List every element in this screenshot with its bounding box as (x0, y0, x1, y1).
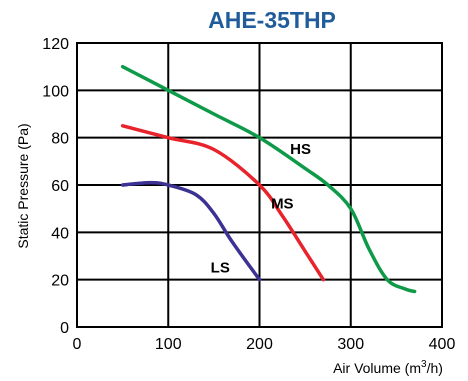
x-tick-label: 100 (155, 336, 182, 353)
y-tick-label: 60 (51, 178, 69, 195)
x-tick-label: 200 (246, 336, 273, 353)
y-axis-label: Static Pressure (Pa) (15, 123, 31, 248)
series-line-hs (120, 64, 417, 294)
plot-frame (76, 42, 443, 328)
y-tick-label: 100 (42, 83, 69, 100)
series-line-ms (120, 124, 326, 282)
series-line-ls (120, 180, 262, 282)
series-label-hs: HS (290, 141, 311, 158)
y-tick-label: 40 (51, 225, 69, 242)
series-group (120, 64, 417, 294)
x-axis-label-end: /h) (427, 360, 443, 376)
x-axis-label-base: Air Volume (m (333, 360, 421, 376)
chart-title: AHE-35THP (208, 7, 336, 33)
x-tick-label: 400 (429, 336, 456, 353)
series-labels: HS MS LS (211, 141, 311, 276)
series-label-ls: LS (211, 260, 230, 277)
x-axis-label: Air Volume (m3/h) (333, 359, 443, 376)
y-tick-label: 120 (42, 36, 69, 53)
x-tick-labels: 0 100 200 300 400 (73, 336, 456, 353)
x-tick-label: 0 (73, 336, 82, 353)
series-label-ms: MS (271, 196, 294, 213)
y-tick-labels: 0 20 40 60 80 100 120 (42, 36, 69, 337)
y-tick-label: 0 (60, 320, 69, 337)
x-tick-label: 300 (337, 336, 364, 353)
y-tick-label: 80 (51, 131, 69, 148)
y-tick-label: 20 (51, 273, 69, 290)
x-axis-label-sup: 3 (421, 359, 427, 370)
